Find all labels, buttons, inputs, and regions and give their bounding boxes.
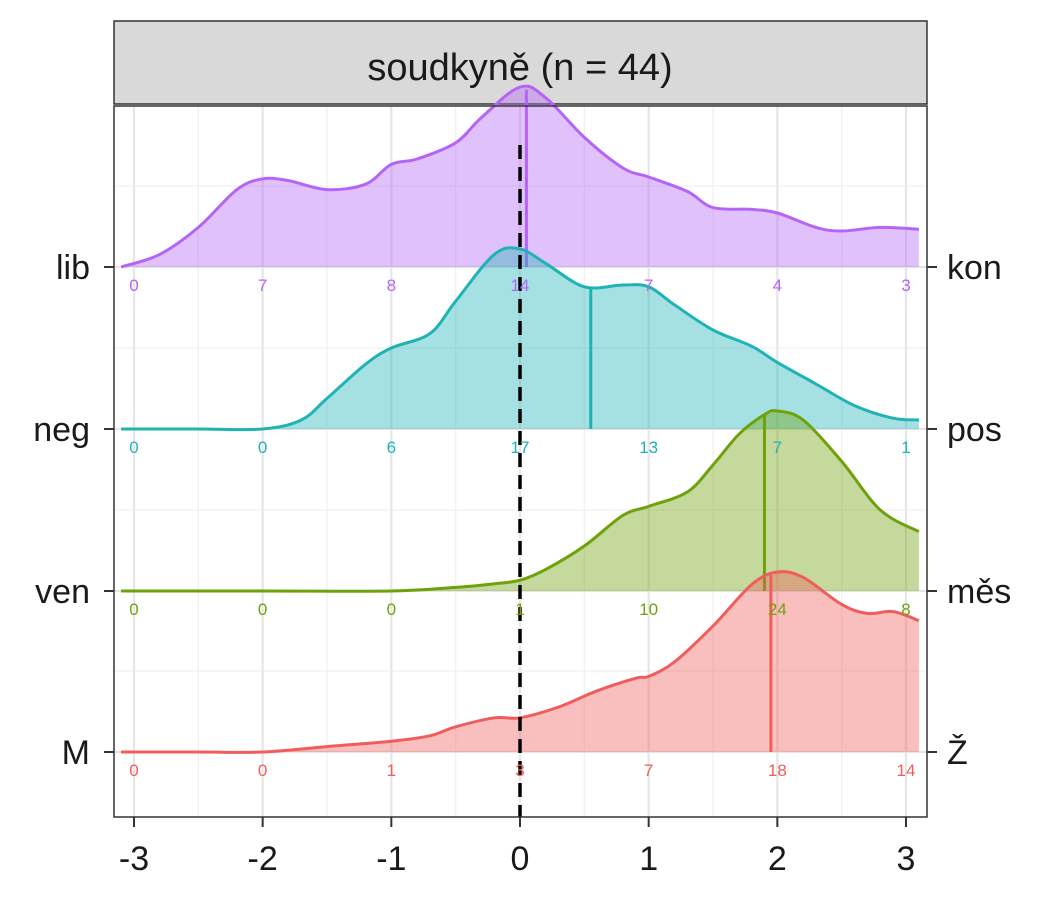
count-label: 0	[258, 438, 267, 457]
count-label: 17	[511, 438, 530, 457]
count-label: 0	[129, 276, 138, 295]
x-tick-label: -1	[376, 840, 406, 878]
count-label: 0	[387, 600, 396, 619]
density-line	[121, 246, 920, 432]
count-label: 7	[773, 438, 782, 457]
x-tick-label: 3	[897, 840, 916, 878]
count-label: 7	[644, 761, 653, 780]
density-ridge-1	[121, 246, 920, 432]
count-label: 1	[387, 761, 396, 780]
count-label: 14	[897, 761, 916, 780]
count-label: 0	[258, 600, 267, 619]
density-line	[121, 570, 920, 754]
facet-strip	[113, 20, 928, 105]
count-label: 18	[768, 761, 787, 780]
y-tick-label-right: měs	[947, 573, 1011, 611]
count-label: 6	[387, 438, 396, 457]
count-label: 8	[901, 600, 910, 619]
x-tick-label: -3	[119, 840, 149, 878]
density-ridge-3	[121, 570, 920, 754]
count-label: 3	[515, 761, 524, 780]
y-axis-right: kon pos měs Ž	[927, 249, 1011, 772]
y-tick-label-left: ven	[35, 573, 90, 611]
density-area	[121, 410, 919, 592]
y-tick-label-right: pos	[947, 411, 1002, 449]
x-tick-label: 2	[768, 840, 787, 878]
y-axis-left: lib neg ven M	[33, 249, 114, 772]
count-label: 4	[773, 276, 782, 295]
minor-gridlines	[114, 106, 927, 817]
density-line	[120, 84, 919, 269]
count-label: 24	[768, 600, 787, 619]
x-tick-label: 1	[639, 840, 658, 878]
count-label: 0	[129, 600, 138, 619]
count-label: 1	[515, 600, 524, 619]
count-label: 13	[639, 438, 658, 457]
density-ridge-2	[121, 409, 920, 593]
y-tick-label-left: lib	[56, 249, 90, 287]
density-line	[121, 409, 920, 593]
count-label: 8	[387, 276, 396, 295]
y-tick-label-right: kon	[947, 249, 1002, 287]
facet-strip-title: soudkyně (n = 44)	[367, 47, 672, 89]
count-label: 0	[129, 761, 138, 780]
x-tick-label: -2	[248, 840, 278, 878]
x-tick-label: 0	[511, 840, 530, 878]
count-label: 1	[901, 438, 910, 457]
count-labels: 0 7 8 14 7 4 30 0 6 17 13 7 10 0 0 1 10 24 80 0 1 3 7 18 14	[129, 276, 915, 780]
count-label: 7	[258, 276, 267, 295]
density-area	[121, 571, 919, 753]
density-area	[121, 247, 919, 430]
y-tick-label-left: M	[62, 734, 90, 772]
count-label: 7	[644, 276, 653, 295]
count-label: 10	[639, 600, 658, 619]
count-label: 3	[901, 276, 910, 295]
x-axis: -3 -2 -1 0 1 2 3	[119, 817, 916, 878]
y-tick-label-left: neg	[33, 411, 90, 449]
y-tick-label-right: Ž	[947, 734, 968, 772]
count-label: 0	[258, 761, 267, 780]
count-label: 0	[129, 438, 138, 457]
count-label: 14	[511, 276, 530, 295]
